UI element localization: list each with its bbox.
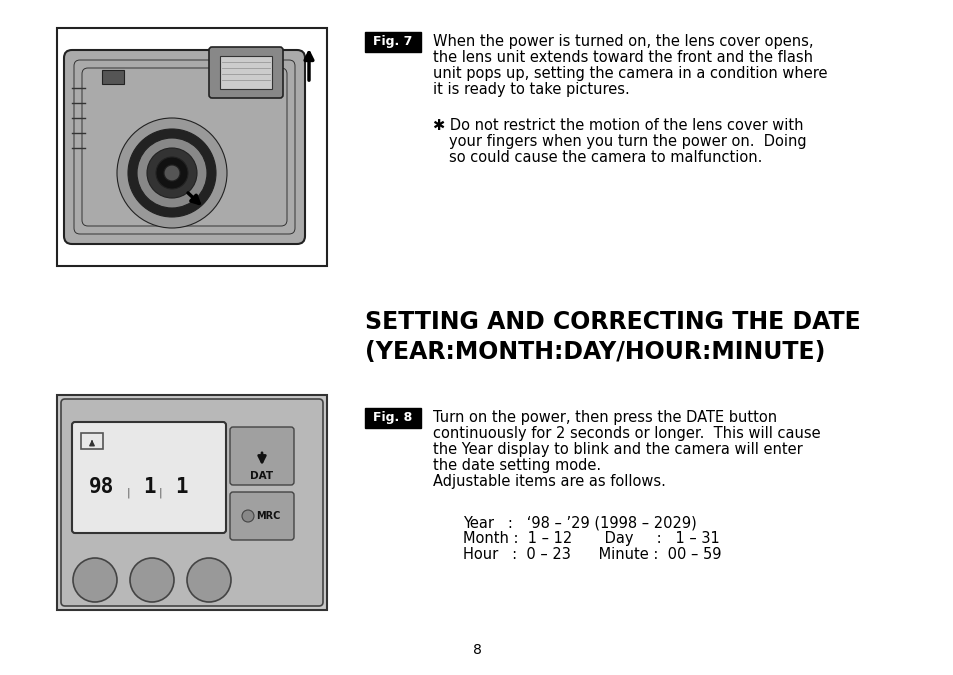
FancyBboxPatch shape [209, 47, 283, 98]
Bar [57, 28, 327, 266]
Text: Hour   :  0 – 23      Minute :  00 – 59: Hour : 0 – 23 Minute : 00 – 59 [462, 547, 720, 562]
Text: 1: 1 [143, 477, 155, 497]
Bar [81, 433, 103, 449]
Circle shape [187, 558, 231, 602]
Text: it is ready to take pictures.: it is ready to take pictures. [433, 82, 629, 97]
Bar [102, 70, 124, 84]
Text: unit pops up, setting the camera in a condition where: unit pops up, setting the camera in a co… [433, 66, 826, 81]
Text: (YEAR:MONTH:DAY/HOUR:MINUTE): (YEAR:MONTH:DAY/HOUR:MINUTE) [365, 340, 824, 364]
FancyBboxPatch shape [230, 492, 294, 540]
Text: Month :  1 – 12       Day     :   1 – 31: Month : 1 – 12 Day : 1 – 31 [462, 531, 719, 546]
Text: When the power is turned on, the lens cover opens,: When the power is turned on, the lens co… [433, 34, 813, 49]
Text: DAT: DAT [251, 471, 274, 481]
Text: the lens unit extends toward the front and the flash: the lens unit extends toward the front a… [433, 50, 812, 65]
Circle shape [117, 118, 227, 228]
FancyBboxPatch shape [71, 422, 226, 533]
Text: 1: 1 [174, 477, 188, 497]
Text: so could cause the camera to malfunction.: so could cause the camera to malfunction… [449, 150, 761, 165]
FancyBboxPatch shape [365, 408, 420, 428]
Text: ✱ Do not restrict the motion of the lens cover with: ✱ Do not restrict the motion of the lens… [433, 118, 802, 133]
Text: 8: 8 [472, 643, 481, 657]
Circle shape [242, 510, 253, 522]
Bar [220, 56, 272, 89]
Circle shape [137, 138, 207, 208]
Bar [57, 395, 327, 610]
Text: 98: 98 [89, 477, 114, 497]
Text: Turn on the power, then press the DATE button: Turn on the power, then press the DATE b… [433, 410, 777, 425]
Circle shape [73, 558, 117, 602]
Circle shape [130, 558, 173, 602]
Text: Fig. 8: Fig. 8 [373, 412, 413, 425]
Text: SETTING AND CORRECTING THE DATE: SETTING AND CORRECTING THE DATE [365, 310, 860, 334]
Text: continuously for 2 seconds or longer.  This will cause: continuously for 2 seconds or longer. Th… [433, 426, 820, 441]
FancyBboxPatch shape [64, 50, 305, 244]
Text: your fingers when you turn the power on.  Doing: your fingers when you turn the power on.… [449, 134, 806, 149]
Circle shape [147, 148, 196, 198]
Text: MRC: MRC [255, 511, 280, 521]
Text: the Year display to blink and the camera will enter: the Year display to blink and the camera… [433, 442, 801, 457]
Circle shape [128, 129, 215, 217]
FancyBboxPatch shape [230, 427, 294, 485]
Text: Year   :   ‘98 – ’29 (1998 – 2029): Year : ‘98 – ’29 (1998 – 2029) [462, 515, 696, 530]
Circle shape [156, 157, 188, 189]
FancyBboxPatch shape [61, 399, 323, 606]
Text: Adjustable items are as follows.: Adjustable items are as follows. [433, 474, 665, 489]
Text: |: | [159, 488, 162, 498]
Text: Fig. 7: Fig. 7 [373, 36, 413, 49]
Circle shape [164, 165, 180, 181]
Text: the date setting mode.: the date setting mode. [433, 458, 600, 473]
FancyBboxPatch shape [365, 32, 420, 52]
Text: |: | [127, 488, 131, 498]
